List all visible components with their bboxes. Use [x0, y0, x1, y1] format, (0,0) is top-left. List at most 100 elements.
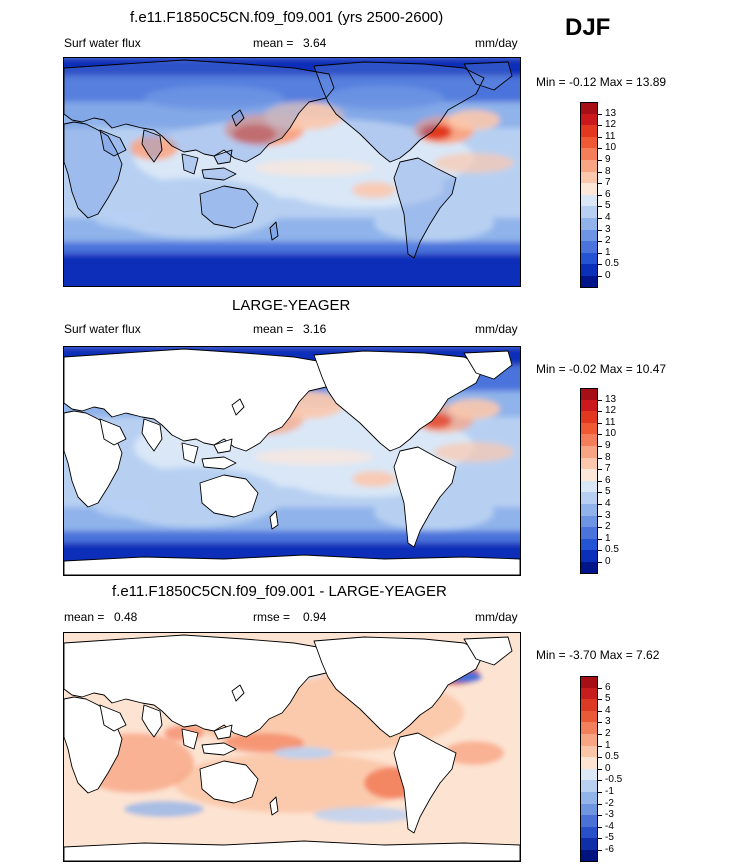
colorbar-swatch	[580, 538, 598, 551]
panel3-rmse-value: 0.94	[303, 610, 327, 624]
colorbar-tick-label: 0.5	[605, 751, 619, 763]
coastline-arabia	[99, 418, 127, 446]
colorbar-tick-label: 5	[605, 693, 611, 705]
colorbar-swatch	[580, 411, 598, 424]
coastline-seasia	[181, 438, 237, 470]
panel1-map	[63, 57, 521, 287]
colorbar-tick	[598, 264, 602, 266]
colorbar-tick-label: 6	[605, 681, 611, 693]
panel1-minmax: Min = -0.12 Max = 13.89	[536, 75, 667, 89]
colorbar-tick-label: 9	[605, 154, 611, 165]
field-contour	[144, 86, 284, 110]
colorbar-swatch	[580, 699, 598, 712]
field-contour	[434, 153, 514, 173]
colorbar-swatch	[580, 252, 598, 265]
coastline-japan	[231, 109, 245, 127]
colorbar-swatch	[580, 457, 598, 470]
panel1-map-plot	[64, 58, 520, 286]
colorbar-tick	[598, 734, 602, 735]
colorbar-tick-label: 0	[605, 762, 611, 774]
colorbar-swatch	[580, 264, 598, 277]
colorbar-tick-label: 7	[605, 177, 611, 189]
colorbar-swatch	[580, 562, 598, 575]
coastline-greenland	[463, 636, 513, 666]
colorbar-swatch	[580, 515, 598, 528]
colorbar-tick	[598, 780, 602, 782]
field-contour	[94, 208, 154, 228]
colorbar-swatch	[580, 480, 598, 493]
colorbar-tick	[598, 218, 602, 219]
panel2-title: LARGE-YEAGER	[232, 297, 351, 314]
coastline-india	[141, 129, 163, 163]
colorbar-tick	[598, 815, 602, 817]
colorbar-tick-label: 10	[605, 428, 617, 440]
field-contour	[254, 160, 374, 176]
panel3-mean-value: 0.48	[114, 610, 138, 624]
colorbar-tick	[598, 838, 602, 840]
colorbar-tick	[598, 710, 602, 712]
colorbar-tick	[598, 171, 602, 173]
colorbar-tick	[598, 434, 602, 436]
colorbar-tick	[598, 826, 602, 828]
colorbar-tick-label: 2	[605, 235, 611, 247]
colorbar-tick-label: -6	[605, 844, 614, 855]
colorbar-tick-label: 7	[605, 463, 611, 475]
field-contour	[224, 733, 304, 753]
panel2-mean-label: mean =	[253, 322, 294, 336]
coastline-nz	[269, 510, 279, 530]
coastline-japan	[231, 684, 245, 702]
colorbar-tick	[598, 768, 602, 770]
colorbar-tick-label: 5	[605, 200, 611, 212]
colorbar-tick	[598, 538, 602, 540]
colorbar-swatch	[580, 183, 598, 196]
coastline-nz	[269, 221, 279, 241]
coastline-eurasia	[64, 59, 335, 163]
colorbar-swatch	[580, 160, 598, 173]
colorbar-tick-label: 0	[605, 556, 611, 567]
panel3-mean-label: mean =	[64, 610, 105, 624]
field-contour	[352, 182, 396, 198]
panel1-mean-label: mean =	[253, 36, 294, 50]
colorbar-swatch	[580, 241, 598, 254]
colorbar-tick-label: 5	[605, 486, 611, 498]
colorbar-tick	[598, 206, 602, 208]
colorbar-tick-label: 12	[605, 405, 617, 417]
colorbar-tick-label: 0.5	[605, 258, 619, 270]
coastline-africa	[64, 121, 123, 219]
colorbar-tick	[598, 125, 602, 127]
colorbar-tick-label: 13	[605, 393, 617, 405]
colorbar-tick	[598, 183, 602, 185]
colorbar-tick	[598, 457, 602, 459]
colorbar-tick-label: 1	[605, 739, 611, 751]
colorbar-tick	[598, 492, 602, 494]
field-contour	[420, 124, 452, 140]
field-contour	[448, 110, 500, 130]
colorbar-swatch	[580, 687, 598, 700]
coastline-seasia	[181, 149, 237, 181]
panel3-minmax: Min = -3.70 Max = 7.62	[536, 648, 660, 662]
colorbar-tick-label: 3	[605, 223, 611, 235]
colorbar-tick-label: 11	[605, 130, 616, 142]
field-contour	[314, 807, 414, 823]
field-contour	[124, 801, 204, 817]
colorbar-tick	[598, 422, 602, 424]
colorbar-swatch	[580, 399, 598, 412]
colorbar-tick-label: 3	[605, 509, 611, 521]
panel2-mean-value: 3.16	[303, 322, 327, 336]
colorbar-tick-label: 2	[605, 728, 611, 739]
colorbar-tick	[598, 148, 602, 150]
colorbar-tick-label: 13	[605, 107, 617, 119]
colorbar-swatch	[580, 276, 598, 289]
colorbar-swatch	[580, 229, 598, 242]
colorbar-tick	[598, 792, 602, 793]
coastline-samerica	[393, 446, 457, 548]
colorbar-tick	[598, 515, 602, 517]
colorbar-swatch	[580, 218, 598, 231]
colorbar-swatch	[580, 113, 598, 126]
colorbar-tick	[598, 803, 602, 805]
coastline-australia	[199, 185, 259, 229]
panel3-map	[63, 632, 521, 862]
colorbar-swatch	[580, 492, 598, 505]
colorbar-swatch	[580, 838, 598, 851]
colorbar-swatch	[580, 136, 598, 149]
